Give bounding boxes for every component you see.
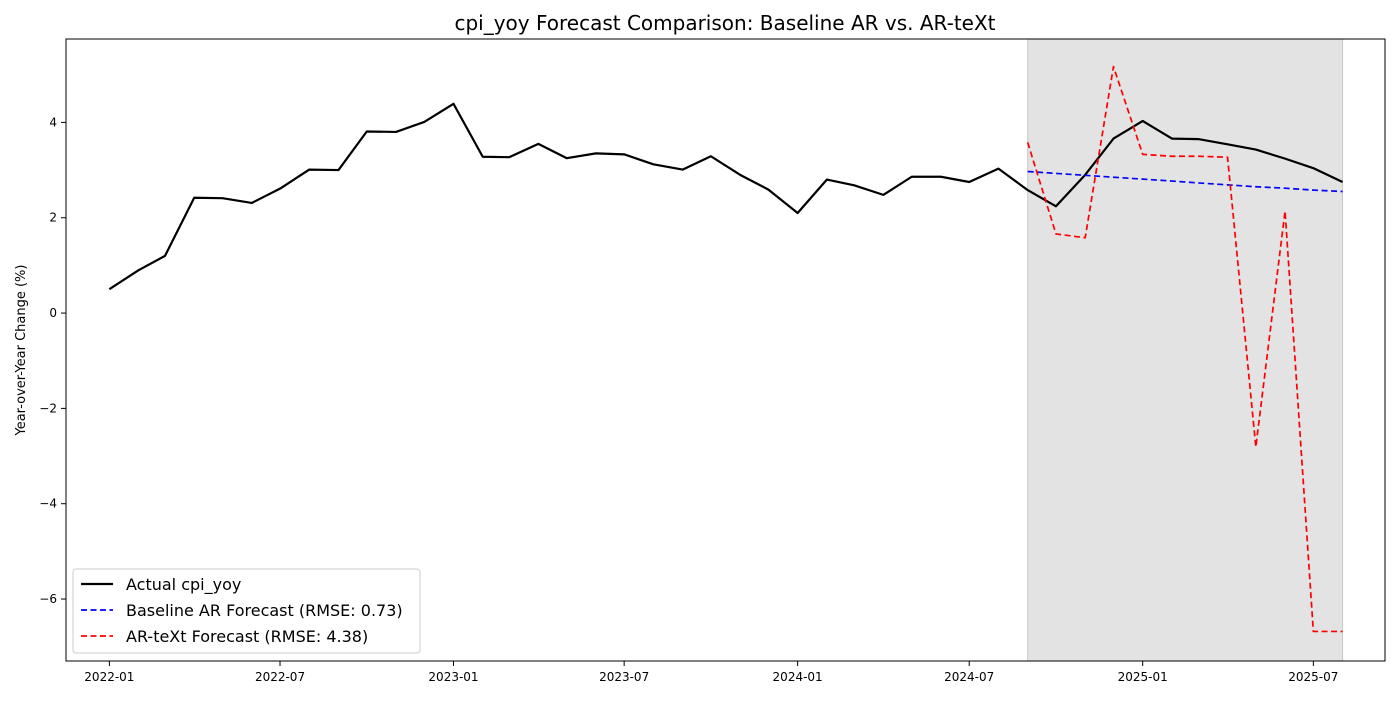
x-tick-label: 2024-01 [773,670,823,684]
y-axis-label: Year-over-Year Change (%) [14,265,29,437]
y-tick-label: 0 [49,306,57,320]
x-tick-label: 2025-01 [1118,670,1168,684]
x-tick-label: 2024-07 [944,670,994,684]
y-tick-label: −4 [39,497,57,511]
y-tick-label: −2 [39,401,57,415]
x-tick-label: 2023-01 [428,670,478,684]
x-tick-label: 2022-07 [255,670,305,684]
legend-label-actual-cpi-yoy: Actual cpi_yoy [126,575,241,595]
x-tick-label: 2023-07 [599,670,649,684]
y-tick-label: −6 [39,592,57,606]
series-line-ar-text-forecast-rmse-4-38 [1026,65,1343,633]
legend-label-ar-text-forecast-rmse-4-38: AR-teXt Forecast (RMSE: 4.38) [126,627,368,646]
series-line-actual-cpi-yoy [108,102,1344,291]
forecast-region-shading [1027,38,1344,662]
x-tick-label: 2022-01 [84,670,134,684]
chart-title: cpi_yoy Forecast Comparison: Baseline AR… [454,11,995,35]
series-line-baseline-ar-forecast-rmse-0-73 [1027,170,1343,193]
legend-box [72,568,421,654]
plot-frame [65,38,1386,662]
y-tick-label: 2 [49,211,57,225]
x-tick-label: 2025-07 [1288,670,1338,684]
legend-label-baseline-ar-forecast-rmse-0-73: Baseline AR Forecast (RMSE: 0.73) [126,601,403,620]
y-tick-label: 4 [49,115,57,129]
